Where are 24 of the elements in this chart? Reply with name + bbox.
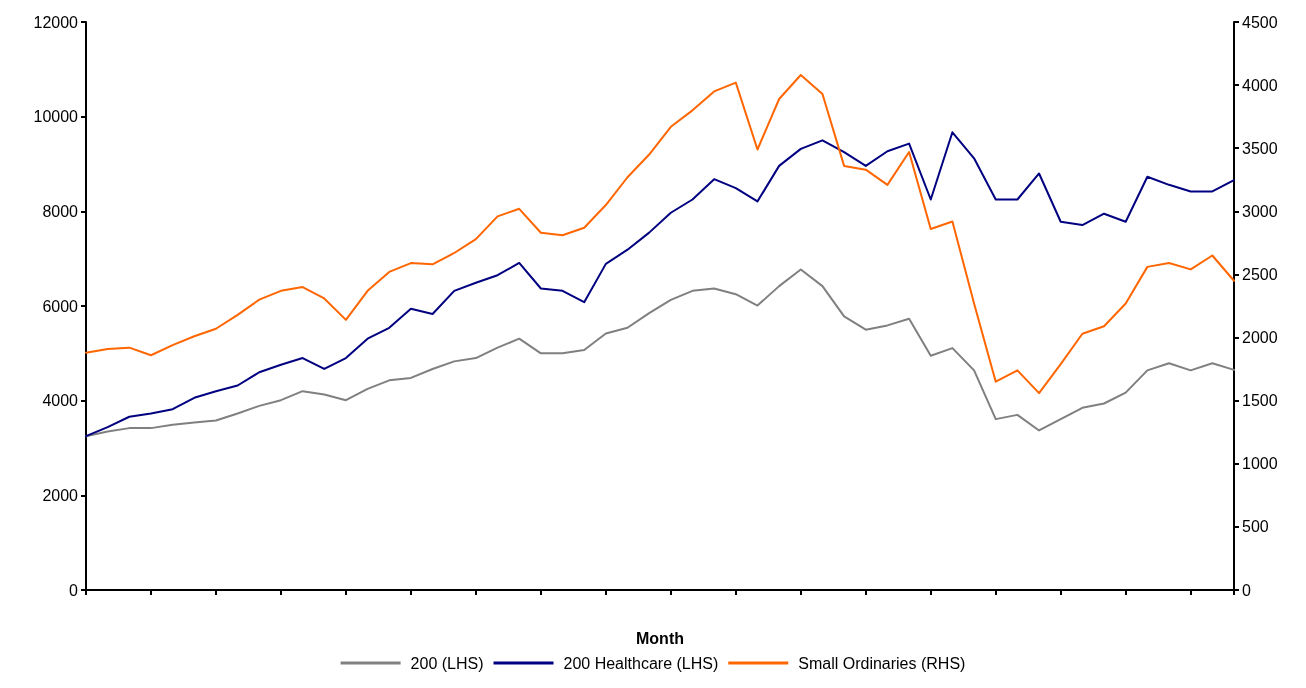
line-series <box>85 268 1235 438</box>
y2-tick-label: 3000 <box>1242 202 1278 220</box>
line-series <box>85 131 1235 438</box>
y-tick-label: 4000 <box>42 392 79 410</box>
legend-label: 200 (LHS) <box>410 654 484 672</box>
legend-label: Small Ordinaries (RHS) <box>798 654 966 672</box>
y2-tick-label: 500 <box>1242 518 1269 536</box>
x-axis-title: Month <box>636 629 684 647</box>
y-tick-label: 12000 <box>33 13 79 31</box>
line-series <box>85 74 1235 395</box>
y2-tick-label: 1500 <box>1242 392 1278 410</box>
y2-tick-label: 4500 <box>1242 13 1278 31</box>
y2-tick-label: 2000 <box>1242 329 1278 347</box>
y2-tick-label: 1000 <box>1242 455 1278 473</box>
y-tick-label: 8000 <box>42 202 79 220</box>
y2-tick-label: 2500 <box>1242 265 1278 283</box>
y-tick-label: 2000 <box>42 486 79 504</box>
y-tick-label: 0 <box>69 581 79 599</box>
legend-label: 200 Healthcare (LHS) <box>563 654 719 672</box>
y-tick-label: 10000 <box>33 108 79 126</box>
y2-tick-label: 4000 <box>1242 76 1278 94</box>
y2-tick-label: 3500 <box>1242 139 1278 157</box>
y2-tick-label: 0 <box>1242 581 1251 599</box>
y-tick-label: 6000 <box>42 297 79 315</box>
